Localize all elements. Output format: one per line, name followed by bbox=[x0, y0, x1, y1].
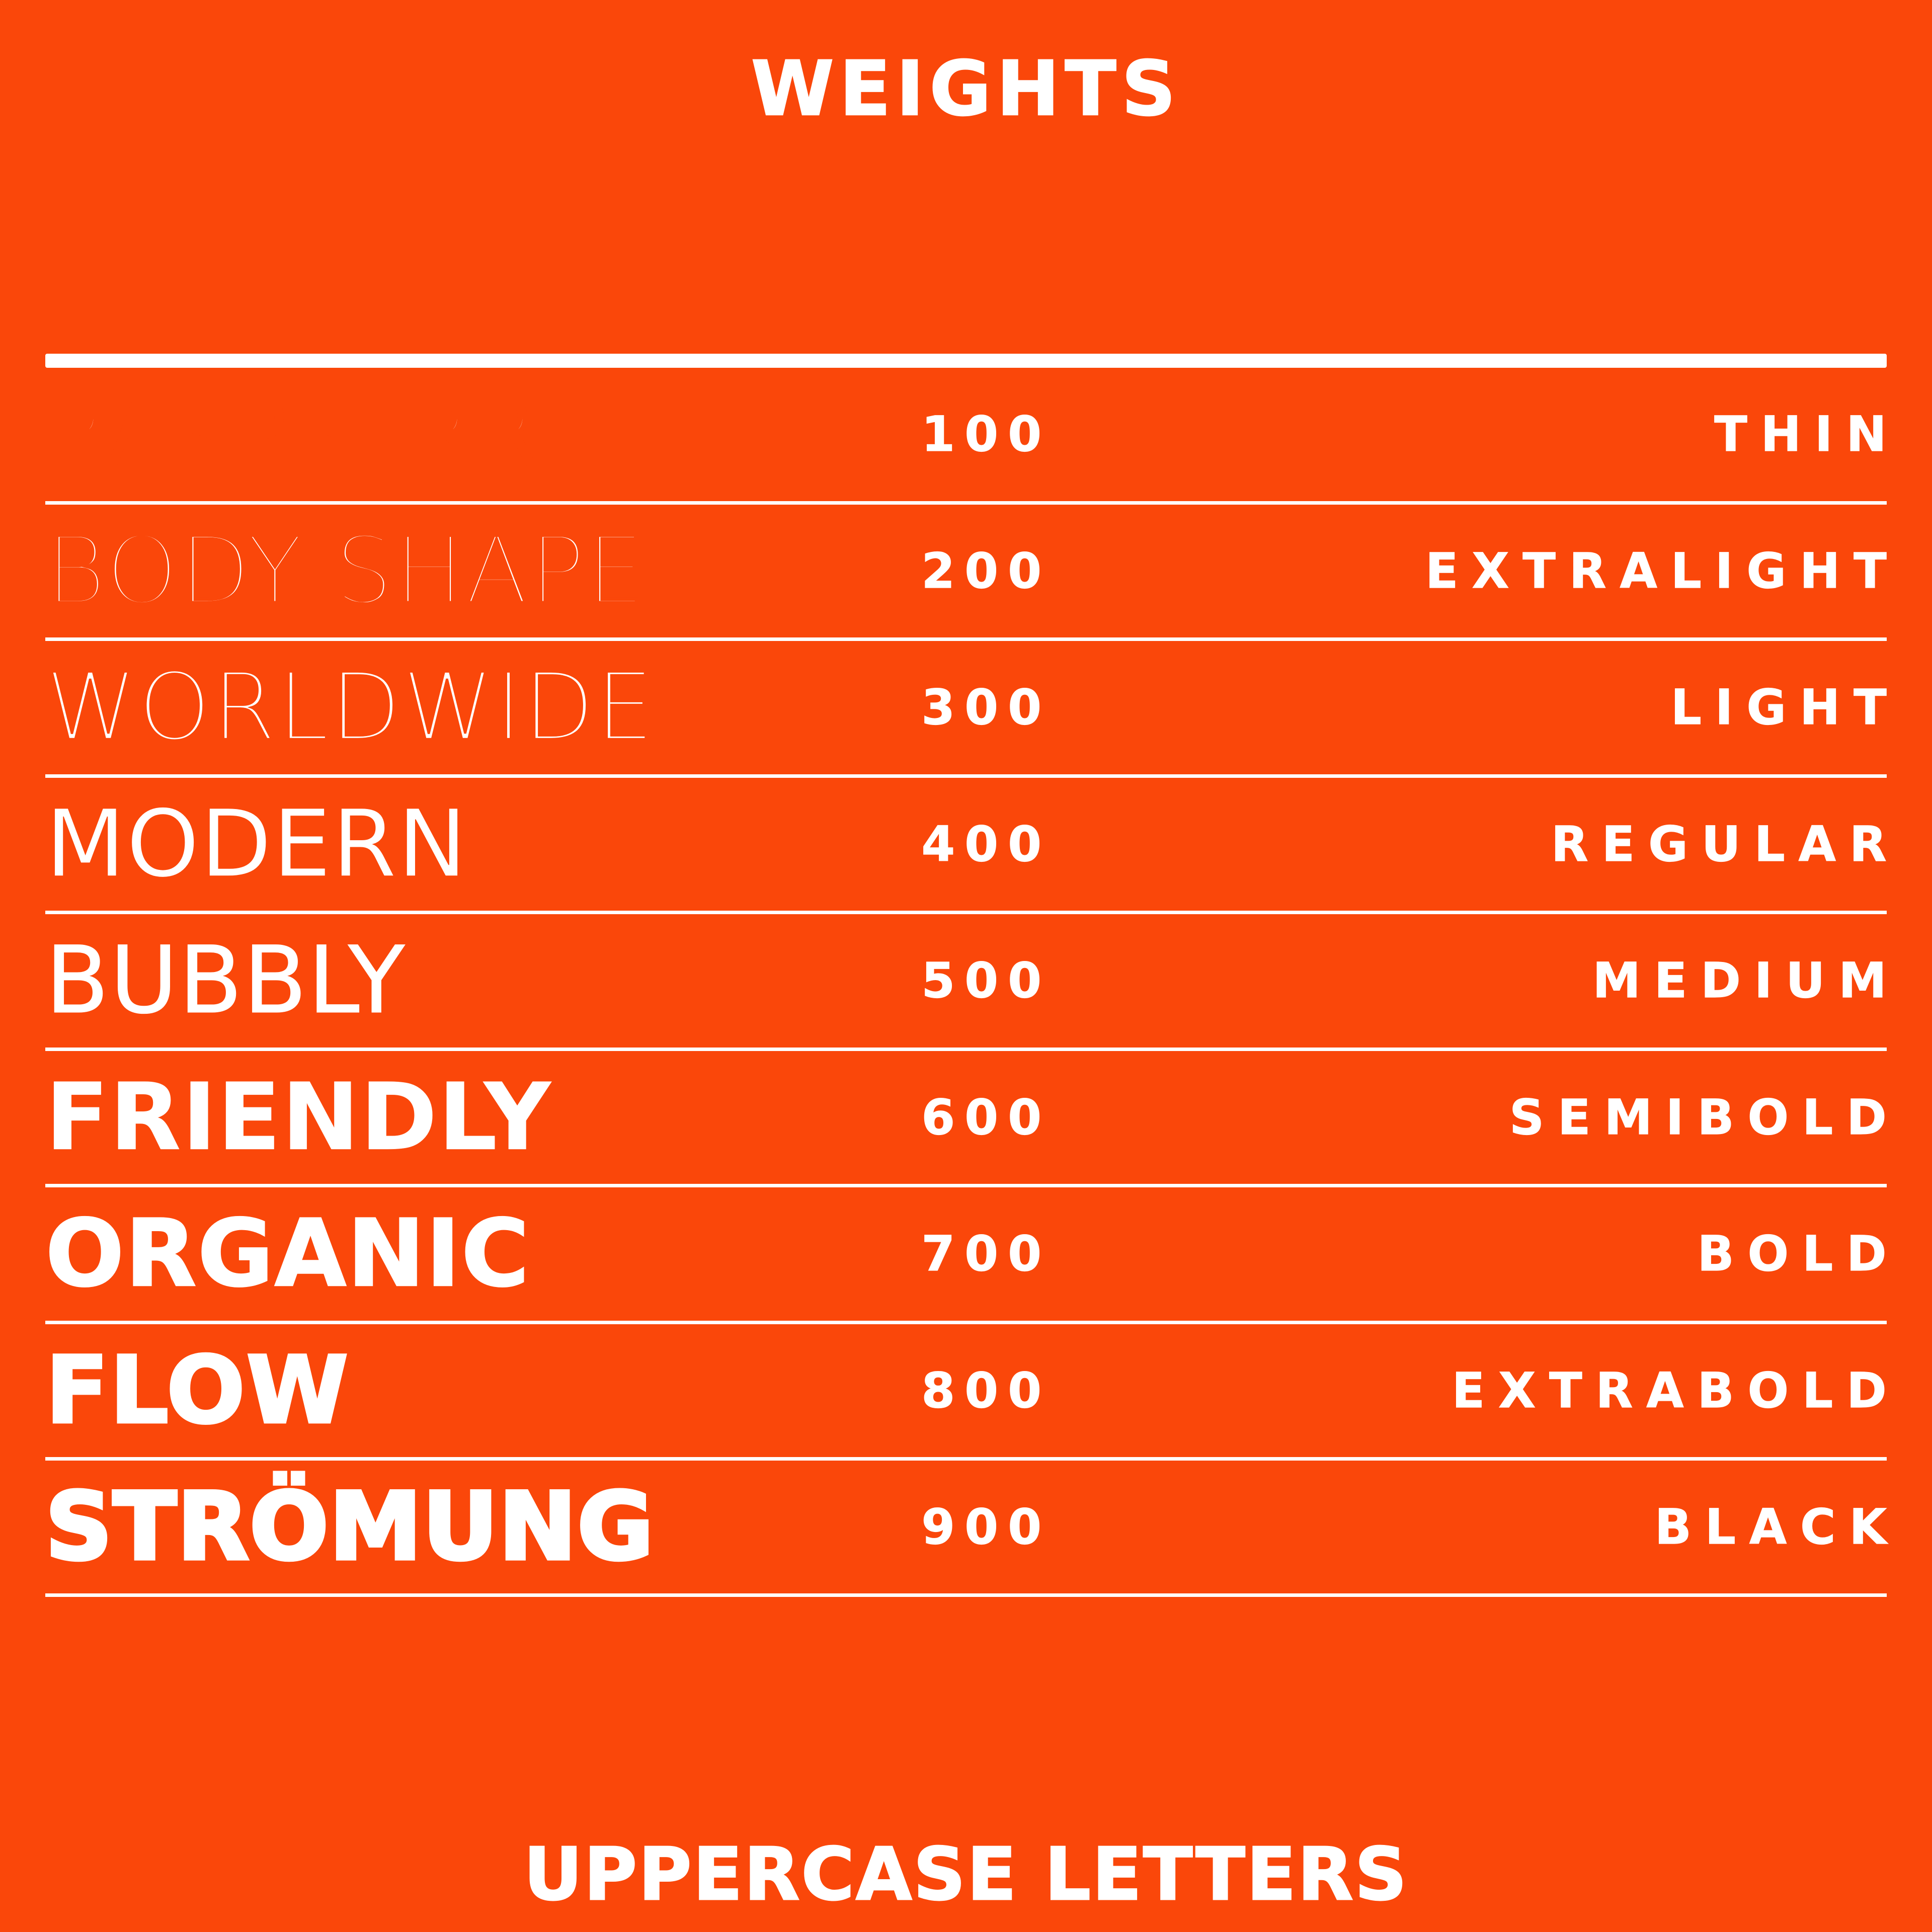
weight-value: 300 bbox=[921, 679, 1052, 736]
weight-name-cell: EXTRABOLD bbox=[1041, 1366, 1887, 1415]
table-rows: RASPBERRY 100 THIN BODY SHAPE 200 EXTRAL… bbox=[43, 368, 1887, 1597]
weight-value: 400 bbox=[921, 816, 1052, 872]
sample-cell: WORLDWIDE bbox=[44, 660, 891, 755]
weight-value: 900 bbox=[921, 1499, 1052, 1556]
weight-value: 100 bbox=[921, 406, 1052, 463]
weights-table: RASPBERRY 100 THIN BODY SHAPE 200 EXTRAL… bbox=[43, 354, 1887, 1597]
weight-name: BOLD bbox=[1697, 1226, 1900, 1282]
sample-cell: BODY SHAPE bbox=[44, 523, 891, 619]
table-row: RASPBERRY 100 THIN bbox=[43, 368, 1887, 505]
table-row: FRIENDLY 600 SEMIBOLD bbox=[45, 1051, 1887, 1188]
sample-cell: FRIENDLY bbox=[45, 1071, 891, 1164]
weight-name-cell: MEDIUM bbox=[1041, 956, 1887, 1005]
table-row: STRÖMUNG 900 BLACK bbox=[44, 1461, 1887, 1597]
weight-name: LIGHT bbox=[1670, 679, 1900, 736]
table-row: MODERN 400 REGULAR bbox=[45, 778, 1887, 915]
weight-name-cell: BOLD bbox=[1041, 1230, 1887, 1278]
sample-cell: FLOW bbox=[44, 1343, 891, 1438]
weight-sample-text: RASPBERRY bbox=[43, 380, 593, 489]
weight-value-cell: 800 bbox=[921, 1366, 1042, 1415]
table-row: BODY SHAPE 200 EXTRALIGHT bbox=[44, 505, 1887, 641]
weight-sample-text: STRÖMUNG bbox=[44, 1473, 656, 1581]
table-top-rule bbox=[45, 354, 1887, 368]
sample-cell: RASPBERRY bbox=[43, 385, 891, 483]
sample-cell: MODERN bbox=[45, 797, 891, 891]
weight-value: 600 bbox=[921, 1089, 1052, 1146]
weight-value: 700 bbox=[921, 1226, 1052, 1282]
sample-cell: BUBBLY bbox=[45, 934, 891, 1027]
weight-value-cell: 200 bbox=[921, 546, 1042, 595]
weight-name-cell: EXTRALIGHT bbox=[1041, 546, 1887, 595]
page-title: WEIGHTS bbox=[750, 45, 1181, 133]
weight-name: REGULAR bbox=[1551, 816, 1900, 872]
table-row: ORGANIC 700 BOLD bbox=[45, 1187, 1887, 1324]
weight-value-cell: 500 bbox=[921, 956, 1042, 1005]
weight-name: BLACK bbox=[1654, 1499, 1900, 1556]
weight-name: THIN bbox=[1714, 406, 1900, 463]
weight-sample-text: ORGANIC bbox=[45, 1200, 530, 1308]
weight-name: EXTRABOLD bbox=[1452, 1362, 1900, 1419]
weight-sample-text: BUBBLY bbox=[45, 927, 406, 1035]
weight-value-cell: 300 bbox=[921, 683, 1042, 732]
table-row: FLOW 800 EXTRABOLD bbox=[44, 1324, 1887, 1461]
weight-name-cell: LIGHT bbox=[1041, 683, 1887, 732]
weight-value: 800 bbox=[921, 1362, 1052, 1419]
weight-name-cell: THIN bbox=[1041, 410, 1887, 459]
weight-value-cell: 600 bbox=[921, 1093, 1042, 1142]
weight-value: 200 bbox=[921, 542, 1052, 599]
weight-name-cell: SEMIBOLD bbox=[1041, 1093, 1887, 1142]
weight-sample-text: FRIENDLY bbox=[45, 1063, 552, 1171]
weight-value-cell: 100 bbox=[921, 410, 1042, 459]
weight-sample-text: FLOW bbox=[44, 1336, 350, 1444]
weight-name-cell: BLACK bbox=[1041, 1503, 1887, 1552]
weight-value-cell: 400 bbox=[921, 820, 1042, 868]
sample-cell: STRÖMUNG bbox=[44, 1479, 891, 1575]
weight-sample-text: WORLDWIDE bbox=[44, 654, 655, 762]
sample-cell: ORGANIC bbox=[45, 1207, 891, 1301]
table-row: BUBBLY 500 MEDIUM bbox=[45, 914, 1887, 1051]
weight-name: MEDIUM bbox=[1592, 952, 1900, 1009]
weight-name: EXTRALIGHT bbox=[1425, 542, 1900, 599]
footer-caption: UPPERCASE LETTERS bbox=[523, 1831, 1409, 1917]
weight-name: SEMIBOLD bbox=[1509, 1089, 1900, 1146]
weight-value: 500 bbox=[921, 952, 1052, 1009]
weight-sample-text: MODERN bbox=[45, 790, 468, 898]
weight-value-cell: 700 bbox=[921, 1230, 1042, 1278]
weight-name-cell: REGULAR bbox=[1041, 820, 1887, 868]
weight-sample-text: BODY SHAPE bbox=[44, 517, 647, 625]
table-row: WORLDWIDE 300 LIGHT bbox=[44, 641, 1887, 778]
weight-value-cell: 900 bbox=[921, 1503, 1042, 1552]
